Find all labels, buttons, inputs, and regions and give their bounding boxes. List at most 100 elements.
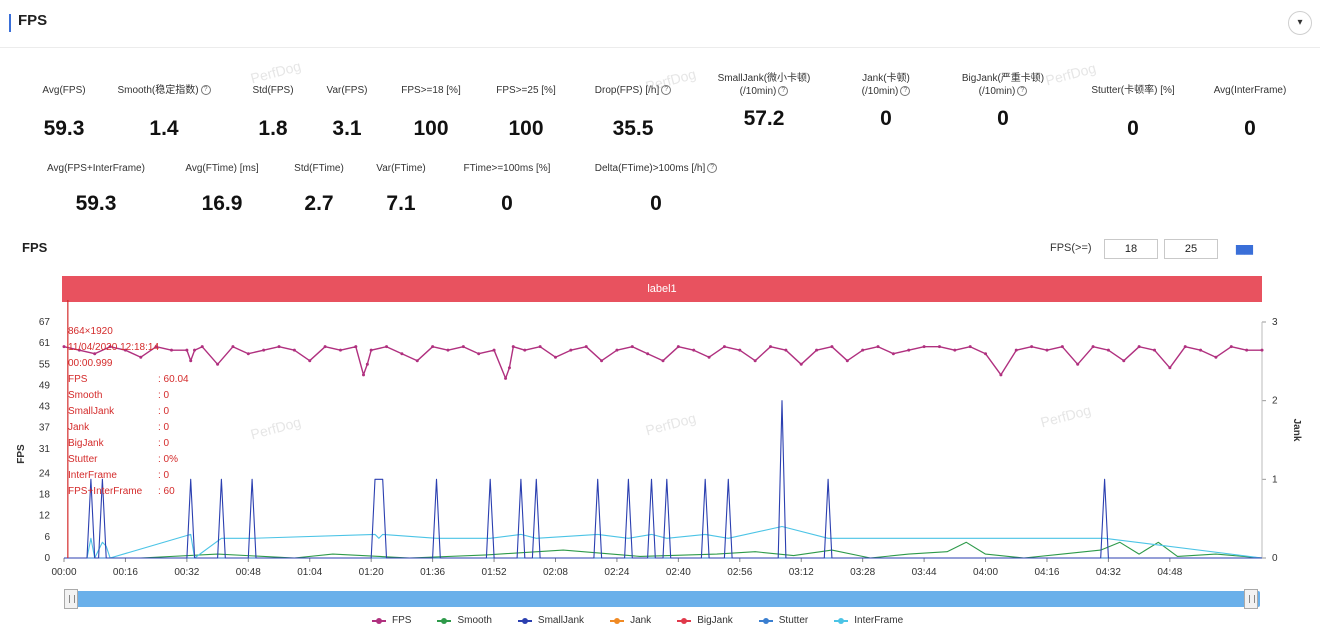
fps-point [999, 373, 1003, 377]
tooltip-row: BigJank: 0 [68, 438, 170, 449]
fps-point [308, 359, 312, 363]
series-smalljank-line [64, 400, 1262, 559]
threshold-high-input[interactable] [1164, 239, 1218, 259]
fps-point [511, 345, 515, 349]
fps-point [365, 362, 369, 366]
fps-point [154, 345, 158, 349]
fps-point [523, 348, 527, 352]
metric-var-fps: Var(FPS) 3.1 [326, 85, 368, 140]
fps-point [200, 345, 204, 349]
y-tick-label-right: 0 [1272, 553, 1278, 564]
range-slider-end-handle[interactable] [1244, 589, 1258, 609]
fps-point [139, 355, 143, 359]
range-slider-track[interactable] [64, 591, 1260, 607]
y-axis-title-right: Jank [1291, 419, 1302, 442]
y-tick-label-left: 0 [44, 553, 50, 564]
legend-swatch [758, 617, 773, 624]
y-tick-label-left: 55 [39, 359, 51, 370]
legend-item-smooth[interactable]: Smooth [437, 615, 492, 626]
fps-point [845, 359, 849, 363]
help-icon[interactable]: ? [1017, 86, 1028, 97]
y-tick-label-left: 37 [39, 423, 51, 434]
legend-label: BigJank [697, 615, 733, 626]
legend-item-bigjank[interactable]: BigJank [677, 615, 733, 626]
range-slider-start-handle[interactable] [64, 589, 78, 609]
fps-point [937, 345, 941, 349]
x-tick-label: 04:32 [1096, 567, 1121, 578]
fps-point [553, 355, 557, 359]
metric-stutter: Stutter(卡顿率) [%] 0 [1091, 85, 1175, 140]
fps-point [507, 366, 511, 370]
fps-point [400, 352, 404, 356]
series-fps-line [63, 346, 1262, 380]
help-icon[interactable]: ? [707, 163, 718, 174]
legend-item-stutter[interactable]: Stutter [758, 615, 808, 626]
help-icon[interactable]: ? [661, 85, 672, 96]
legend-swatch [677, 617, 692, 624]
fps-point [1245, 348, 1249, 352]
chevron-down-icon[interactable]: ▾ [1288, 11, 1312, 35]
tooltip-row: FPS+InterFrame: 60 [68, 486, 175, 497]
fps-point [861, 348, 865, 352]
y-tick-label-left: 12 [39, 511, 51, 522]
fps-point [185, 348, 189, 352]
legend-item-interframe[interactable]: InterFrame [834, 615, 903, 626]
fps-point [1091, 345, 1095, 349]
fps-point [108, 345, 112, 349]
label-band[interactable]: label1 [62, 276, 1262, 302]
help-icon[interactable]: ? [778, 86, 789, 97]
threshold-label: FPS(>=) [1050, 242, 1092, 254]
metric-fps-ge-25: FPS>=25 [%] 100 [496, 85, 556, 140]
y-tick-label-left: 6 [44, 532, 50, 543]
fps-point [630, 345, 634, 349]
fps-point [477, 352, 481, 356]
fps-point [1229, 345, 1233, 349]
panel-header: FPS ▾ [0, 0, 1320, 48]
x-tick-label: 01:20 [359, 567, 384, 578]
metric-drop-fps: Drop(FPS) [/h]? 35.5 [580, 84, 686, 142]
fps-point [323, 345, 327, 349]
legend-label: FPS [392, 615, 412, 626]
fps-point [1122, 359, 1126, 363]
fps-point [569, 348, 573, 352]
fps-point [123, 348, 127, 352]
fps-point [1152, 348, 1156, 352]
x-tick-label: 03:44 [912, 567, 937, 578]
help-icon[interactable]: ? [200, 85, 211, 96]
tooltip-time: 00:00.999 [68, 358, 113, 369]
bar-chart-icon[interactable]: ▆▆ [1236, 243, 1253, 255]
metric-avg-fps-interframe: Avg(FPS+InterFrame) 59.3 [47, 163, 145, 215]
help-icon[interactable]: ? [900, 86, 911, 97]
fps-point [922, 345, 926, 349]
threshold-low-input[interactable] [1104, 239, 1158, 259]
x-tick-label: 01:04 [297, 567, 322, 578]
fps-point [907, 348, 911, 352]
cursor-tooltip: 864×1920 11/04/2020 12:18:14 00:00.999 F… [68, 324, 189, 500]
fps-point [1014, 348, 1018, 352]
fps-point [1260, 348, 1264, 352]
legend-item-fps[interactable]: FPS [372, 615, 411, 626]
y-tick-label-right: 2 [1272, 396, 1278, 407]
fps-point [189, 359, 193, 363]
x-tick-label: 00:32 [174, 567, 199, 578]
metric-std-fps: Std(FPS) 1.8 [252, 85, 294, 140]
metric-ftime-ge-100: FTime>=100ms [%] 0 [463, 163, 551, 215]
y-tick-label-right: 3 [1272, 317, 1278, 328]
fps-point [722, 345, 726, 349]
y-tick-label-left: 31 [39, 444, 51, 455]
fps-point [600, 359, 604, 363]
fps-point [292, 348, 296, 352]
chart-legend: FPS Smooth SmallJank Jank BigJank Stutter Inte… [372, 615, 903, 626]
series-interframe-line [64, 525, 1263, 559]
fps-point [769, 345, 773, 349]
fps-point [231, 345, 235, 349]
fps-point [615, 348, 619, 352]
legend-item-smalljank[interactable]: SmallJank [517, 615, 584, 626]
legend-label: Jank [630, 615, 652, 626]
x-tick-label: 03:12 [789, 567, 814, 578]
y-tick-label-left: 43 [39, 402, 51, 413]
metric-delta-ftime: Delta(FTime)>100ms [/h]? 0 [578, 162, 734, 217]
legend-item-jank[interactable]: Jank [610, 615, 651, 626]
fps-point [170, 348, 174, 352]
